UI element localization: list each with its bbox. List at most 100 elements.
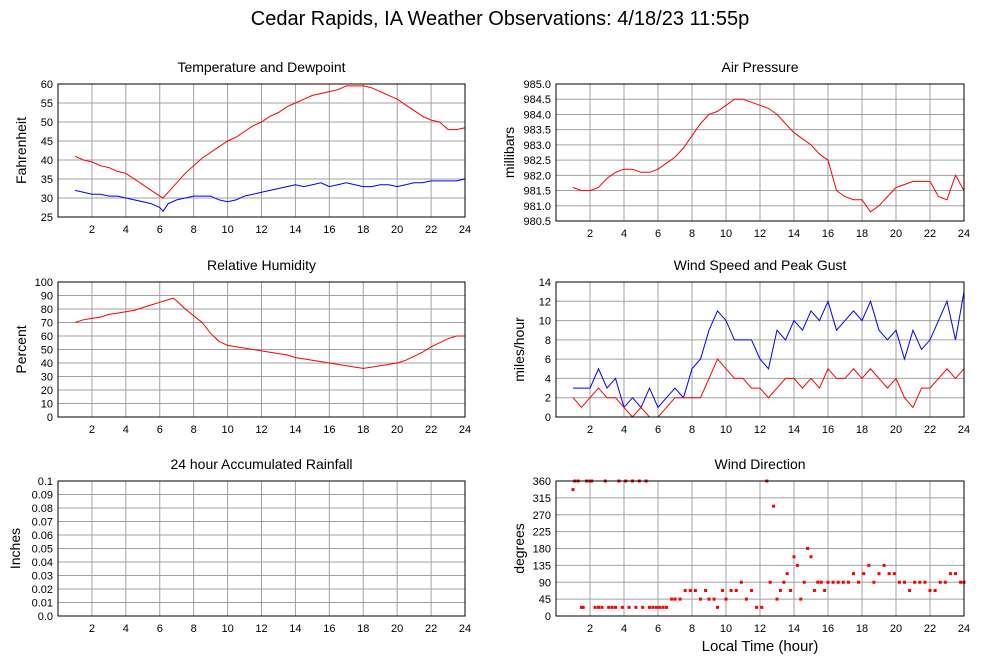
y-tick-label: 0.03 bbox=[32, 571, 53, 583]
y-tick-label: 40 bbox=[41, 155, 53, 167]
x-tick-label: 12 bbox=[255, 424, 267, 436]
x-tick-label: 24 bbox=[459, 224, 471, 236]
data-point bbox=[739, 580, 743, 584]
x-tick-label: 4 bbox=[621, 623, 627, 635]
x-tick-label: 20 bbox=[890, 424, 902, 436]
x-tick-label: 24 bbox=[958, 228, 970, 240]
x-tick-label: 18 bbox=[856, 424, 868, 436]
y-tick-label: 980.5 bbox=[523, 216, 551, 228]
data-point bbox=[641, 605, 645, 609]
data-point bbox=[729, 589, 733, 592]
data-point bbox=[918, 580, 922, 584]
series-line-2 bbox=[74, 178, 466, 213]
y-tick-label: 6 bbox=[545, 354, 551, 366]
data-point bbox=[593, 605, 597, 609]
y-tick-label: 10 bbox=[539, 316, 551, 328]
x-tick-label: 2 bbox=[89, 224, 95, 236]
data-point bbox=[760, 605, 764, 609]
data-point bbox=[724, 597, 728, 601]
x-tick-label: 22 bbox=[924, 623, 936, 635]
data-point bbox=[872, 580, 876, 584]
data-point bbox=[948, 572, 952, 576]
data-point bbox=[610, 605, 614, 609]
data-point bbox=[892, 572, 896, 576]
data-point bbox=[712, 597, 716, 601]
x-tick-label: 10 bbox=[221, 623, 233, 635]
x-tick-label: 24 bbox=[958, 623, 970, 635]
plot-frame bbox=[555, 480, 965, 617]
x-tick-label: 12 bbox=[255, 224, 267, 236]
data-point bbox=[688, 589, 692, 592]
x-tick-label: 10 bbox=[221, 224, 233, 236]
x-tick-label: 6 bbox=[655, 424, 661, 436]
y-tick-label: 0.09 bbox=[32, 490, 53, 502]
data-point bbox=[634, 605, 638, 609]
chart-humidity: Relative Humidity01020304050607080901002… bbox=[13, 257, 471, 436]
y-tick-label: 25 bbox=[41, 212, 53, 224]
y-tick-label: 8 bbox=[545, 335, 551, 347]
data-point bbox=[795, 563, 799, 567]
y-tick-label: 982.0 bbox=[523, 170, 551, 182]
x-tick-label: 20 bbox=[890, 623, 902, 635]
x-tick-label: 8 bbox=[191, 224, 197, 236]
series-line-1 bbox=[573, 291, 965, 409]
y-tick-label: 80 bbox=[41, 304, 53, 316]
x-tick-label: 16 bbox=[822, 623, 834, 635]
x-tick-label: 22 bbox=[425, 623, 437, 635]
data-point bbox=[792, 555, 796, 559]
page-title: Cedar Rapids, IA Weather Observations: 4… bbox=[250, 8, 750, 30]
y-tick-label: 50 bbox=[41, 345, 53, 357]
data-point bbox=[928, 589, 932, 592]
x-tick-label: 6 bbox=[157, 424, 163, 436]
y-tick-label: 985.0 bbox=[523, 79, 551, 91]
x-tick-label: 12 bbox=[754, 228, 766, 240]
plot-frame bbox=[57, 83, 466, 218]
x-tick-label: 2 bbox=[587, 228, 593, 240]
data-point bbox=[571, 488, 575, 492]
data-point bbox=[704, 589, 708, 592]
x-tick-label: 14 bbox=[289, 224, 301, 236]
x-tick-label: 24 bbox=[459, 623, 471, 635]
data-point bbox=[654, 605, 658, 609]
series-line-1 bbox=[74, 85, 466, 199]
y-tick-label: 0 bbox=[545, 412, 551, 424]
data-point bbox=[600, 605, 604, 609]
x-tick-label: 6 bbox=[655, 228, 661, 240]
y-tick-label: 50 bbox=[41, 117, 53, 129]
data-point bbox=[661, 605, 665, 609]
y-tick-label: 180 bbox=[533, 544, 551, 556]
y-tick-label: 0.1 bbox=[38, 476, 53, 488]
series-line-1 bbox=[74, 297, 465, 369]
data-point bbox=[670, 597, 674, 601]
x-tick-label: 6 bbox=[157, 224, 163, 236]
y-tick-label: 30 bbox=[41, 372, 53, 384]
data-point bbox=[806, 547, 810, 550]
data-point bbox=[721, 589, 725, 592]
x-tick-label: 12 bbox=[754, 623, 766, 635]
y-tick-label: 0 bbox=[47, 412, 53, 424]
y-tick-label: 10 bbox=[41, 399, 53, 411]
y-tick-label: 0.02 bbox=[32, 584, 53, 596]
x-tick-label: 10 bbox=[221, 424, 233, 436]
y-axis-label: millibars bbox=[501, 127, 517, 178]
y-tick-label: 40 bbox=[41, 358, 53, 370]
data-point bbox=[775, 597, 779, 601]
data-point bbox=[648, 605, 651, 609]
y-tick-label: 4 bbox=[545, 373, 551, 385]
x-tick-label: 18 bbox=[856, 228, 868, 240]
x-tick-label: 18 bbox=[357, 424, 369, 436]
data-point bbox=[620, 605, 624, 609]
data-point bbox=[716, 605, 719, 609]
series-line-1 bbox=[572, 98, 965, 213]
data-point bbox=[959, 580, 963, 584]
data-point bbox=[778, 589, 782, 592]
y-tick-label: 135 bbox=[533, 560, 551, 572]
x-tick-label: 20 bbox=[890, 228, 902, 240]
y-tick-label: 70 bbox=[41, 318, 53, 330]
x-tick-label: 24 bbox=[459, 424, 471, 436]
x-tick-label: 18 bbox=[856, 623, 868, 635]
y-tick-label: 225 bbox=[533, 527, 551, 539]
y-tick-label: 0.06 bbox=[32, 530, 53, 542]
